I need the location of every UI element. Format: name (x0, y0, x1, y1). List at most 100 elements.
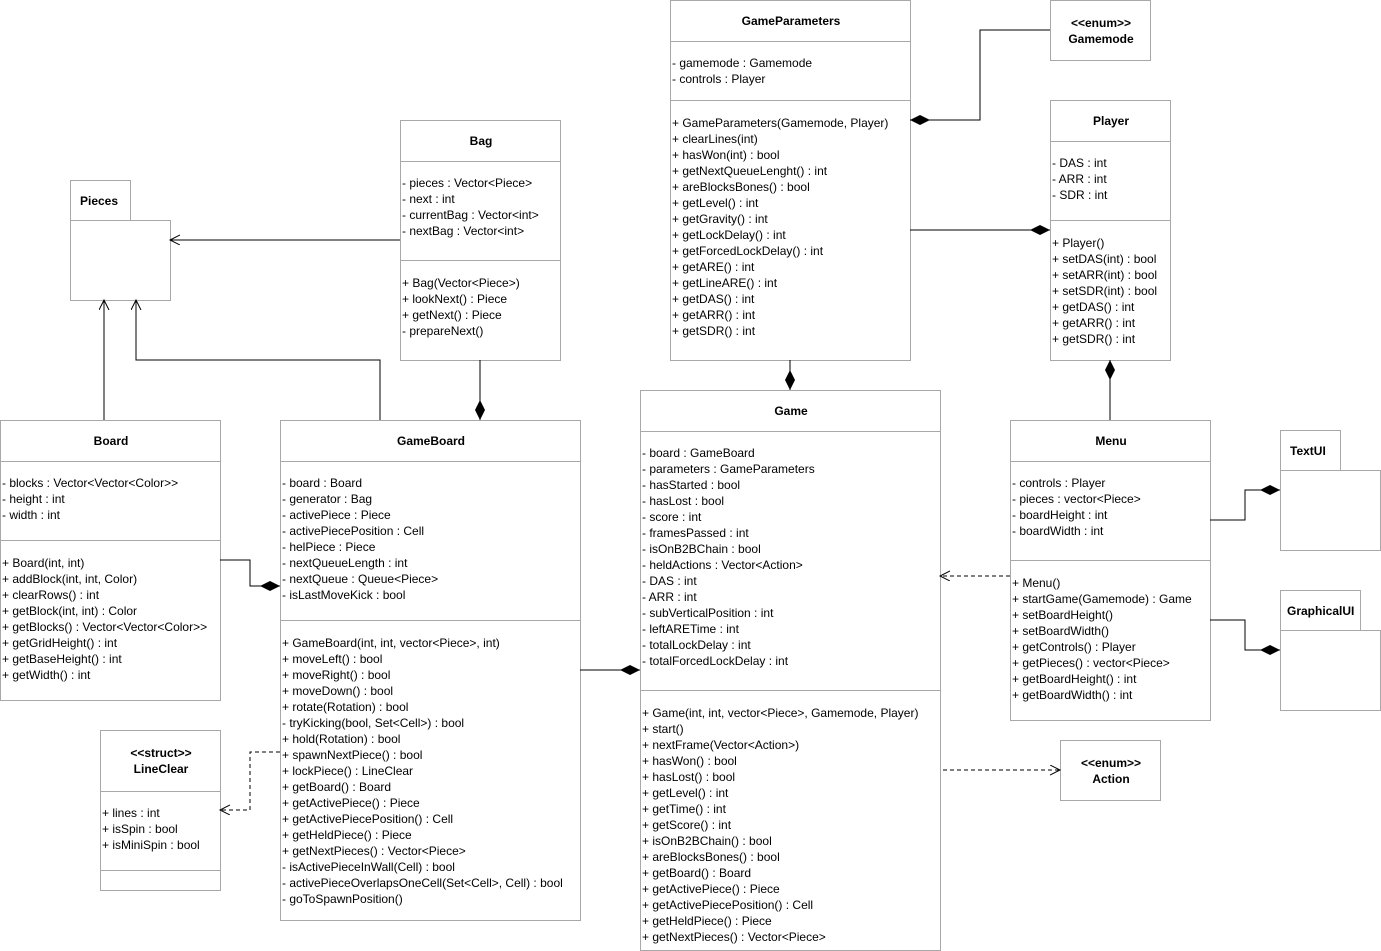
text-ui-package-tab[interactable]: TextUI (1280, 430, 1341, 471)
class-name: Menu (1095, 434, 1127, 448)
attribute: - width : int (2, 508, 61, 522)
class-name: Board (93, 434, 129, 448)
gameboard-lineclear-dependency (220, 751, 280, 810)
method: + Bag(Vector<Piece>) (402, 276, 520, 290)
attribute: - activePiecePosition : Cell (282, 524, 425, 538)
attributes-section: - board : GameBoard - parameters : GamePa… (641, 431, 940, 691)
bag-class[interactable]: Bag - pieces : Vector<Piece> - next : int -… (400, 120, 561, 361)
board-class[interactable]: Board - blocks : Vector<Vector<Color>> - h… (0, 420, 221, 701)
method: + getNext() : Piece (402, 308, 502, 322)
attribute: - nextBag : Vector<int> (402, 224, 525, 238)
method: + Menu() (1012, 576, 1061, 590)
pieces-package-body[interactable] (70, 220, 171, 301)
attribute: - boardHeight : int (1012, 508, 1108, 522)
method: + getBoardWidth() : int (1012, 688, 1133, 702)
method: + setDAS(int) : bool (1052, 252, 1157, 266)
attribute: - DAS : int (1052, 156, 1107, 170)
game-header: Game (641, 391, 940, 432)
attribute: - SDR : int (1052, 188, 1108, 202)
method: + getNextPieces() : Vector<Piece> (642, 930, 826, 944)
attribute: - generator : Bag (282, 492, 373, 506)
method: - tryKicking(bool, Set<Cell>) : bool (282, 716, 465, 730)
class-name: GameParameters (741, 14, 841, 28)
class-name: LineClear (133, 762, 189, 776)
method: + setBoardHeight() (1012, 608, 1114, 622)
text-ui-package-body[interactable] (1280, 470, 1381, 551)
method: + getTime() : int (642, 802, 726, 816)
attribute: - board : Board (282, 476, 363, 490)
method: + rotate(Rotation) : bool (282, 700, 409, 714)
attribute: - helPiece : Piece (282, 540, 376, 554)
game-board-class[interactable]: GameBoard - board : Board - generator : Ba… (280, 420, 581, 921)
method: + clearLines(int) (672, 132, 758, 146)
method: + GameParameters(Gamemode, Player) (672, 116, 889, 130)
method: + getHeldPiece() : Piece (642, 914, 772, 928)
method: + getARR() : int (672, 308, 756, 322)
stereotype: <<enum>> (1070, 16, 1132, 30)
attribute: - gamemode : Gamemode (672, 56, 813, 70)
method: + moveDown() : bool (282, 684, 394, 698)
method: + setSDR(int) : bool (1052, 284, 1158, 298)
attribute: - score : int (642, 510, 702, 524)
methods-section: + Menu() + startGame(Gamemode) : Game + se… (1011, 561, 1210, 720)
attribute: - parameters : GameParameters (642, 462, 815, 476)
method: + lockPiece() : LineClear (282, 764, 414, 778)
attribute: - ARR : int (1052, 172, 1107, 186)
game-parameters-class[interactable]: GameParameters - gamemode : Gamemode - con… (670, 0, 911, 361)
board-gameboard-composition (220, 559, 280, 591)
graphical-ui-package-body[interactable] (1280, 630, 1381, 711)
attribute: - next : int (402, 192, 455, 206)
stereotype: <<struct>> (130, 746, 192, 760)
attribute: - board : GameBoard (642, 446, 755, 460)
gamemode-header: <<enum>> Gamemode (1051, 1, 1150, 61)
method: + getActivePiece() : Piece (642, 882, 780, 896)
attribute: - boardWidth : int (1012, 524, 1104, 538)
class-name: Bag (469, 134, 493, 148)
attribute: - height : int (2, 492, 65, 506)
method: + getActivePiecePosition() : Cell (282, 812, 454, 826)
method: + nextFrame(Vector<Action>) (642, 738, 800, 752)
gamemode-class[interactable]: <<enum>> Gamemode (1050, 0, 1151, 61)
action-class[interactable]: <<enum>> Action (1060, 740, 1161, 801)
player-header: Player (1051, 101, 1170, 142)
menu-class[interactable]: Menu - controls : Player - pieces : vector… (1010, 420, 1211, 721)
menu-header: Menu (1011, 421, 1210, 462)
game-class[interactable]: Game - board : GameBoard - parameters : Ga… (640, 390, 941, 951)
method: + getScore() : int (642, 818, 732, 832)
attribute: - hasStarted : bool (642, 478, 741, 492)
method: + getBoard() : Board (282, 780, 392, 794)
class-name: Player (1092, 114, 1130, 128)
attribute: - isLastMoveKick : bool (282, 588, 406, 602)
class-name: Action (1092, 772, 1130, 786)
line-clear-class[interactable]: <<struct>> LineClear + lines : int + isSpin… (100, 730, 221, 891)
method: + getLineARE() : int (672, 276, 778, 290)
method: + getActivePiece() : Piece (282, 796, 420, 810)
attribute: - nextQueue : Queue<Piece> (282, 572, 439, 586)
method: + setBoardWidth() (1012, 624, 1110, 638)
method: + hasLost() : bool (642, 770, 736, 784)
player-class[interactable]: Player - DAS : int - ARR : int - SDR : int +… (1050, 100, 1171, 361)
method: + areBlocksBones() : bool (672, 180, 810, 194)
method: - prepareNext() (402, 324, 484, 338)
class-name: GameBoard (396, 434, 466, 448)
graphical-ui-package-tab[interactable]: GraphicalUI (1280, 590, 1361, 631)
method: + getLockDelay() : int (672, 228, 786, 242)
methods-section (101, 871, 220, 890)
method: + moveRight() : bool (282, 668, 391, 682)
method: + Player() (1052, 236, 1105, 250)
method: + getARE() : int (672, 260, 755, 274)
attribute: - totalLockDelay : int (642, 638, 751, 652)
pieces-package-tab[interactable]: Pieces (70, 180, 131, 221)
gameboard-to-pieces-link (136, 300, 381, 420)
method: + getBoardHeight() : int (1012, 672, 1137, 686)
method: + getBoard() : Board (642, 866, 752, 880)
attribute: - DAS : int (642, 574, 697, 588)
attributes-section: - gamemode : Gamemode - controls : Player (671, 41, 910, 101)
method: - goToSpawnPosition() (282, 892, 403, 906)
methods-section: + Game(int, int, vector<Piece>, Gamemode… (641, 691, 940, 950)
method: + GameBoard(int, int, vector<Piece>, int… (282, 636, 500, 650)
method: + startGame(Gamemode) : Game (1012, 592, 1192, 606)
attribute: - controls : Player (672, 72, 766, 86)
attributes-section: + lines : int + isSpin : bool + isMiniSpin… (101, 791, 220, 871)
attribute: - hasLost : bool (642, 494, 725, 508)
